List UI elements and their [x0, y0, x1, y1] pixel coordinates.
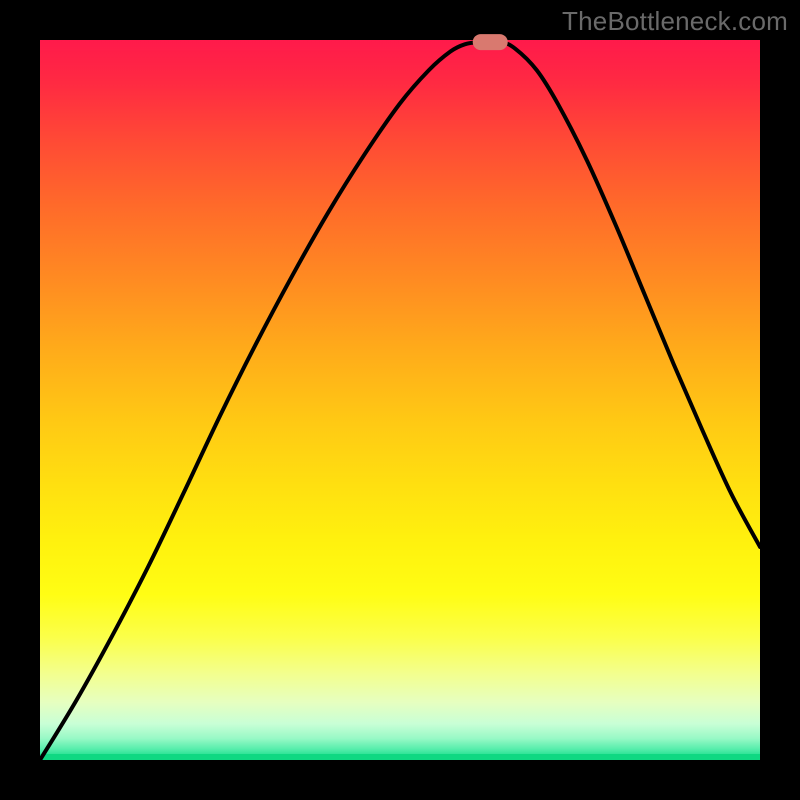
plot-area: [40, 40, 760, 760]
baseline: [40, 754, 760, 760]
chart-stage: TheBottleneck.com: [0, 0, 800, 800]
watermark-text: TheBottleneck.com: [562, 6, 788, 37]
chart-svg: [0, 0, 800, 800]
bottleneck-marker: [473, 34, 508, 50]
